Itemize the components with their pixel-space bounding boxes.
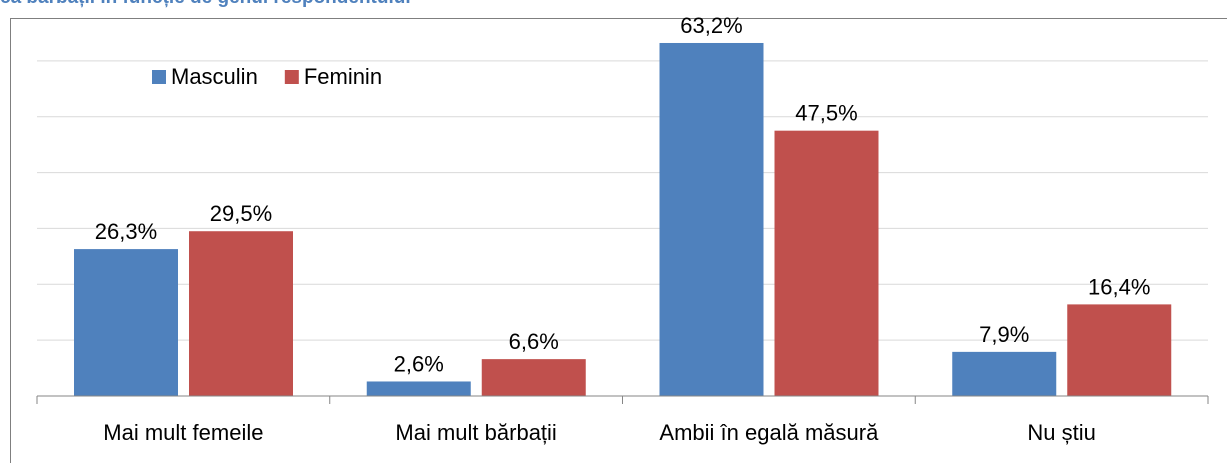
bar — [366, 381, 471, 396]
bar — [659, 42, 764, 397]
bar — [481, 359, 586, 396]
data-label: 7,9% — [979, 322, 1029, 347]
chart-title: ca bărbații în funcție de genul responde… — [0, 0, 411, 8]
data-label: 16,4% — [1088, 274, 1150, 299]
x-tick-label: Ambii în egală măsură — [659, 420, 879, 445]
x-tick-label: Nu știu — [1027, 420, 1095, 445]
bar — [1067, 304, 1172, 396]
data-label: 63,2% — [680, 13, 742, 38]
bar — [74, 249, 178, 396]
data-label: 2,6% — [394, 351, 444, 376]
data-label: 26,3% — [95, 219, 157, 244]
legend-label: Feminin — [304, 64, 382, 89]
bar — [189, 231, 293, 396]
data-label: 47,5% — [795, 101, 857, 126]
data-label: 29,5% — [210, 201, 272, 226]
x-tick-label: Mai mult bărbații — [395, 420, 556, 445]
bar — [774, 130, 879, 396]
x-tick-label: Mai mult femeile — [103, 420, 263, 445]
legend-label: Masculin — [171, 64, 258, 89]
legend-swatch — [284, 70, 299, 84]
data-label: 6,6% — [509, 329, 559, 354]
legend-swatch — [152, 70, 166, 84]
bar — [952, 351, 1057, 396]
